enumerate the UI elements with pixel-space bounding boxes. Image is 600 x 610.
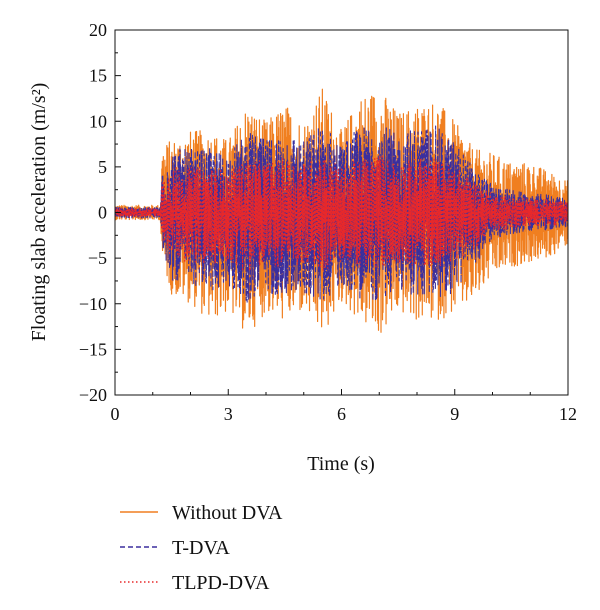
y-tick-label: −5: [88, 248, 107, 268]
x-tick-label: 3: [224, 404, 233, 424]
y-tick-label: −15: [79, 339, 107, 359]
x-tick-label: 12: [559, 404, 577, 424]
legend: Without DVA T-DVA TLPD-DVA: [120, 502, 283, 594]
y-tick-label: 5: [98, 157, 107, 177]
x-tick-label: 9: [450, 404, 459, 424]
legend-label-1: T-DVA: [172, 537, 230, 559]
y-tick-label: 10: [89, 111, 107, 131]
series-line-1: [115, 125, 568, 303]
series-layer: [115, 88, 568, 333]
ticks-layer: 0 3 6 9 12 −20 −15 −10 −5 0 5 10 15 20: [79, 20, 577, 424]
series-line-2: [115, 155, 568, 272]
legend-label-0: Without DVA: [172, 502, 283, 524]
y-tick-label: −20: [79, 385, 107, 405]
y-axis-title: Floating slab acceleration (m/s²): [28, 83, 50, 342]
y-tick-label: −10: [79, 294, 107, 314]
legend-label-2: TLPD-DVA: [172, 572, 270, 594]
x-tick-label: 0: [111, 404, 120, 424]
y-tick-label: 15: [89, 66, 107, 86]
x-tick-label: 6: [337, 404, 346, 424]
y-tick-label: 0: [98, 203, 107, 223]
y-tick-label: 20: [89, 20, 107, 40]
x-axis-title: Time (s): [307, 453, 375, 475]
